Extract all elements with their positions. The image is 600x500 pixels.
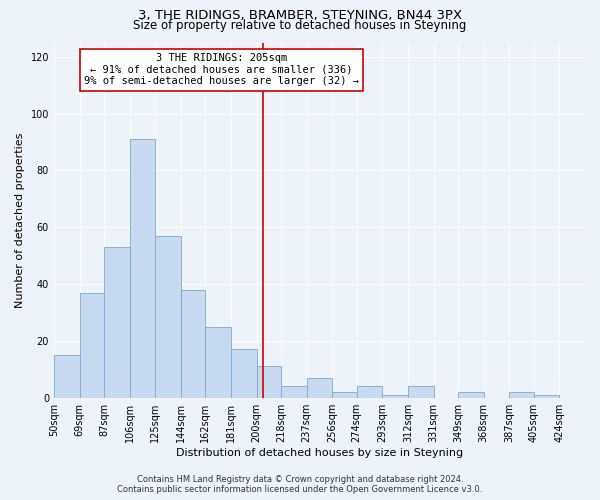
Bar <box>332 392 356 398</box>
Bar <box>382 395 408 398</box>
Bar <box>533 395 559 398</box>
Text: Contains HM Land Registry data © Crown copyright and database right 2024.
Contai: Contains HM Land Registry data © Crown c… <box>118 474 482 494</box>
Bar <box>458 392 484 398</box>
Bar <box>408 386 434 398</box>
Bar <box>155 236 181 398</box>
Bar <box>307 378 332 398</box>
Y-axis label: Number of detached properties: Number of detached properties <box>15 132 25 308</box>
Bar <box>80 292 104 398</box>
Bar <box>257 366 281 398</box>
Bar <box>356 386 382 398</box>
Bar <box>130 139 155 398</box>
Bar <box>281 386 307 398</box>
Text: 3, THE RIDINGS, BRAMBER, STEYNING, BN44 3PX: 3, THE RIDINGS, BRAMBER, STEYNING, BN44 … <box>138 9 462 22</box>
Text: Size of property relative to detached houses in Steyning: Size of property relative to detached ho… <box>133 19 467 32</box>
Text: 3 THE RIDINGS: 205sqm
← 91% of detached houses are smaller (336)
9% of semi-deta: 3 THE RIDINGS: 205sqm ← 91% of detached … <box>84 53 359 86</box>
Bar <box>54 355 80 398</box>
X-axis label: Distribution of detached houses by size in Steyning: Distribution of detached houses by size … <box>176 448 463 458</box>
Bar <box>509 392 533 398</box>
Bar <box>181 290 205 398</box>
Bar <box>104 247 130 398</box>
Bar <box>205 326 231 398</box>
Bar <box>231 350 257 398</box>
